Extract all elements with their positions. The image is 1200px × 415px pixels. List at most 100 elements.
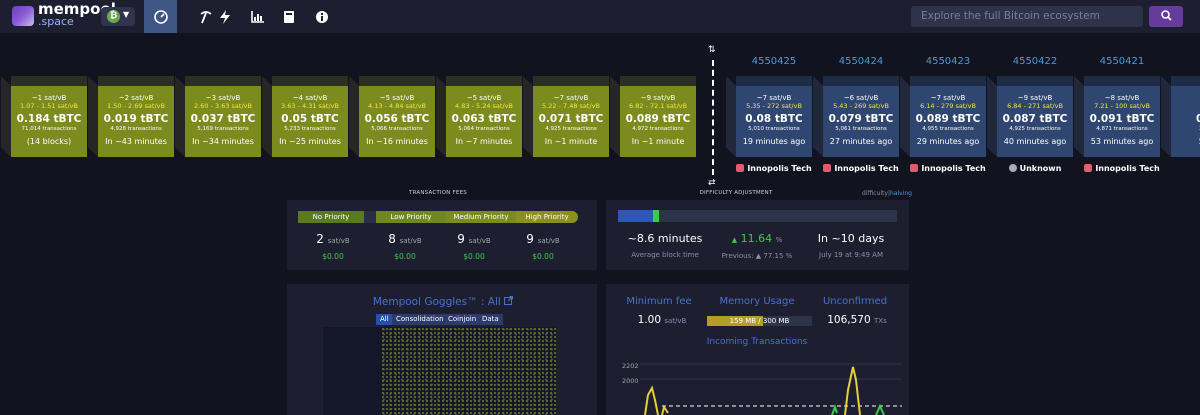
memory-usage-label: 159 MB / 300 MB: [729, 317, 790, 325]
block-top-face: [910, 76, 986, 86]
toggle-difficulty[interactable]: difficulty: [862, 190, 888, 197]
pending-block[interactable]: ~3 sat/vB 2.60 - 3.63 sat/vB 0.037 tBTC 5,1…: [175, 76, 261, 157]
block-top-face: [997, 76, 1073, 86]
nav-mining[interactable]: [189, 0, 222, 33]
block-top-face: [98, 76, 174, 86]
pending-block[interactable]: ~9 sat/vB 6.82 - 72.1 sat/vB 0.089 tBTC 4,9…: [610, 76, 696, 157]
pool-logo-icon: [736, 164, 745, 172]
fee-medium-priority: 9 sat/vB $0.00: [439, 232, 509, 263]
mining-pool-label[interactable]: Unknown: [990, 164, 1080, 173]
block-median-fee: ~9 sat/vB: [640, 94, 676, 102]
block-side-face: [900, 76, 910, 157]
pending-block[interactable]: ~1 sat/vB 1.07 - 1.51 sat/vB 0.184 tBTC 71,…: [1, 76, 87, 157]
swap-arrows-icon[interactable]: ⇄: [708, 178, 716, 188]
filter-all[interactable]: All: [376, 314, 393, 325]
fee-usd: $0.00: [532, 252, 554, 261]
nav-docs[interactable]: [272, 0, 305, 33]
pending-block[interactable]: ~4 sat/vB 3.63 - 4.31 sat/vB 0.05 tBTC 5,23…: [262, 76, 348, 157]
network-selector-button[interactable]: ₿ ▼: [101, 7, 135, 26]
fee-bar-gap: [364, 211, 376, 223]
search-button[interactable]: [1149, 6, 1183, 27]
difficulty-halving-toggle[interactable]: difficulty|halving: [862, 190, 912, 197]
filter-consolidation[interactable]: Consolidation: [392, 314, 448, 325]
nav-dashboard[interactable]: [144, 0, 177, 33]
block-side-face: [1161, 76, 1171, 157]
pending-block[interactable]: ~5 sat/vB 4.13 - 4.84 sat/vB 0.056 tBTC 5,0…: [349, 76, 435, 157]
mined-block[interactable]: ~6 sat/vB 5.43 - 269 sat/vB 0.079 tBTC 5,06…: [813, 76, 899, 157]
nav-about[interactable]: [305, 0, 338, 33]
pool-name: Unknown: [1019, 164, 1062, 173]
block-tx-count: 4,928 transactions: [110, 126, 162, 132]
mined-block[interactable]: ~11.09 - 0.032,396 t 56 m: [1161, 76, 1200, 157]
mined-block[interactable]: ~7 sat/vB 5.35 - 272 sat/vB 0.08 tBTC 5,010…: [726, 76, 812, 157]
block-height-link[interactable]: 4550424: [838, 56, 884, 67]
block-tx-count: 5,010 transactions: [748, 126, 800, 132]
block-height-link[interactable]: 4550421: [1099, 56, 1145, 67]
pool-name: Innopolis Tech: [921, 164, 986, 173]
mining-pool-label[interactable]: Innopolis Tech: [816, 164, 906, 173]
pending-block[interactable]: ~7 sat/vB 5.22 - 7.48 sat/vB 0.071 tBTC 4,9…: [523, 76, 609, 157]
block-time: In ~43 minutes: [105, 137, 167, 146]
block-median-fee: ~7 sat/vB: [756, 94, 792, 102]
block-time: 53 minutes ago: [1090, 137, 1154, 146]
block-height-link[interactable]: 4550423: [925, 56, 971, 67]
block-top-face: [1171, 76, 1200, 86]
block-side-face: [262, 76, 272, 157]
goggles-block-visualization[interactable]: [323, 327, 556, 415]
docs-book-icon: [283, 10, 294, 23]
block-side-face: [813, 76, 823, 157]
fee-usd: $0.00: [394, 252, 416, 261]
search-input[interactable]: Explore the full Bitcoin ecosystem: [911, 6, 1143, 27]
filter-data[interactable]: Data: [478, 314, 503, 325]
toggle-halving[interactable]: halving: [889, 190, 912, 197]
block-front-face: ~5 sat/vB 4.83 - 5.24 sat/vB 0.063 tBTC 5,0…: [446, 86, 522, 157]
block-side-face: [987, 76, 997, 157]
previous-change: Previous: ▲ 77.15 %: [721, 252, 793, 260]
mining-pool-label[interactable]: Innopolis Tech: [903, 164, 993, 173]
block-fee-range: 6.82 - 72.1 sat/vB: [629, 102, 687, 110]
change-value: 11.64: [740, 232, 773, 245]
block-time: In ~1 minute: [544, 137, 598, 146]
block-median-fee: ~1 sat/vB: [31, 94, 67, 102]
mempool-logo[interactable]: mempool .space: [12, 2, 116, 30]
mined-block[interactable]: ~8 sat/vB 7.21 - 100 sat/vB 0.091 tBTC 4,87…: [1074, 76, 1160, 157]
incoming-transactions-chart[interactable]: [640, 355, 902, 415]
block-total-amount: 0.063 tBTC: [451, 113, 517, 125]
block-fee-range: 4.83 - 5.24 sat/vB: [455, 102, 513, 110]
block-median-fee: ~7 sat/vB: [930, 94, 966, 102]
block-height-link[interactable]: 4550422: [1012, 56, 1058, 67]
fee-unit: sat/vB: [399, 237, 422, 245]
block-front-face: ~6 sat/vB 5.43 - 269 sat/vB 0.079 tBTC 5,06…: [823, 86, 899, 157]
fee-label-low-priority: Low Priority: [376, 211, 446, 223]
chevron-down-icon: ▼: [123, 10, 130, 19]
toggle-separator: |: [887, 190, 890, 197]
block-median-fee: ~2 sat/vB: [118, 94, 154, 102]
block-height-link[interactable]: 4550425: [751, 56, 797, 67]
mining-pool-label[interactable]: Innopolis Tech: [1077, 164, 1167, 173]
block-median-fee: ~5 sat/vB: [379, 94, 415, 102]
external-link-icon[interactable]: [504, 296, 514, 305]
goggles-title[interactable]: Mempool Goggles™ : All: [288, 296, 598, 308]
block-total-amount: 0.089 tBTC: [915, 113, 981, 125]
filter-coinjoin[interactable]: Coinjoin: [444, 314, 481, 325]
fee-low-priority: 8 sat/vB $0.00: [370, 232, 440, 263]
mined-block[interactable]: ~9 sat/vB 6.84 - 271 sat/vB 0.087 tBTC 4,92…: [987, 76, 1073, 157]
mined-block[interactable]: ~7 sat/vB 6.14 - 279 sat/vB 0.089 tBTC 4,95…: [900, 76, 986, 157]
nav-graphs[interactable]: [241, 0, 274, 33]
bitcoin-network-icon: ₿: [107, 10, 120, 23]
chart-tick-label: 2000: [622, 377, 639, 385]
swap-arrows-icon[interactable]: ⇅: [708, 45, 716, 55]
block-side-face: [1074, 76, 1084, 157]
pending-block[interactable]: ~5 sat/vB 4.83 - 5.24 sat/vB 0.063 tBTC 5,0…: [436, 76, 522, 157]
mining-pool-label[interactable]: Innopolis Tech: [729, 164, 819, 173]
block-median-fee: ~5 sat/vB: [466, 94, 502, 102]
incoming-tx-line: [831, 404, 838, 415]
block-tx-count: 5,061 transactions: [835, 126, 887, 132]
block-front-face: ~5 sat/vB 4.13 - 4.84 sat/vB 0.056 tBTC 5,0…: [359, 86, 435, 157]
block-tx-count: 4,955 transactions: [922, 126, 974, 132]
block-fee-range: 5.35 - 272 sat/vB: [746, 102, 802, 110]
block-median-fee: ~6 sat/vB: [843, 94, 879, 102]
incoming-transactions-title: Incoming Transactions: [706, 337, 808, 347]
nav-lightning[interactable]: [208, 0, 241, 33]
pending-block[interactable]: ~2 sat/vB 1.50 - 2.69 sat/vB 0.019 tBTC 4,9…: [88, 76, 174, 157]
